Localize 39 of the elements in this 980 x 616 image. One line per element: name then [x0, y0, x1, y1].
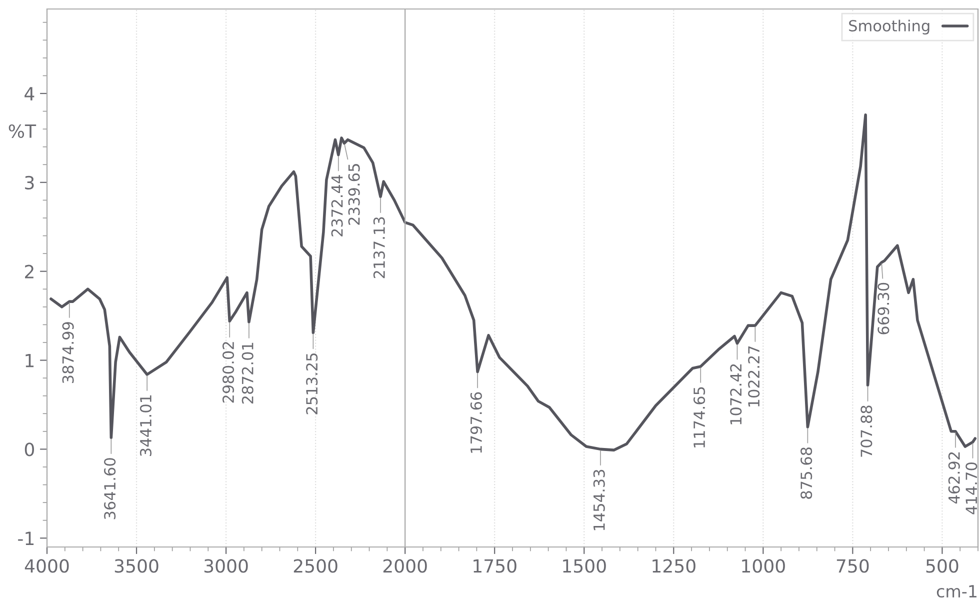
annotation: 3874.99 [62, 322, 74, 384]
x-tick-label: 500 [926, 559, 958, 573]
annotation: 707.88 [860, 406, 872, 457]
x-tick-label: 3500 [114, 559, 158, 573]
y-tick-label: 2 [25, 264, 34, 278]
x-tick-label: 1000 [742, 559, 785, 573]
y-tick-label: 0 [24, 442, 34, 456]
annotation: 414.70 [966, 462, 978, 514]
annotation: 1797.66 [470, 392, 482, 453]
x-tick-label: 2000 [383, 559, 427, 573]
x-tick-label: 750 [836, 559, 869, 573]
annotation: 2339.65 [348, 164, 360, 225]
x-tick-label: 1250 [652, 559, 696, 573]
annotation: 2980.02 [222, 342, 234, 403]
x-tick-label: 1500 [563, 559, 606, 573]
annotation: 875.68 [800, 447, 812, 499]
x-tick-label: 2500 [294, 559, 338, 573]
annotation: 2872.01 [242, 342, 254, 404]
annotation: 1454.33 [593, 470, 605, 530]
y-tick-label: 3 [25, 176, 34, 190]
y-tick-label: 1 [26, 354, 34, 368]
annotation: 462.92 [948, 452, 960, 504]
y-tick-label: 4 [24, 87, 34, 100]
annotation: 1072.42 [730, 364, 742, 424]
annotation: 2513.25 [306, 353, 318, 414]
annotation: 669.30 [878, 282, 890, 334]
annotation: 3441.01 [140, 395, 152, 456]
x-tick-label: 4000 [24, 559, 69, 573]
y-tick-label: -1 [18, 532, 34, 545]
annotation: 1022.27 [748, 346, 760, 407]
x-axis-title: cm-1 [936, 585, 976, 598]
y-axis-title: %T [8, 124, 36, 138]
annotation: 2372.44 [331, 175, 343, 236]
legend-label: Smoothing [849, 20, 930, 34]
x-tick-label: 1750 [474, 559, 516, 573]
x-tick-label: 3000 [204, 559, 248, 573]
annotation: 2137.13 [373, 217, 385, 278]
annotation: 3641.60 [104, 458, 116, 520]
annotation: 1174.65 [693, 387, 706, 448]
